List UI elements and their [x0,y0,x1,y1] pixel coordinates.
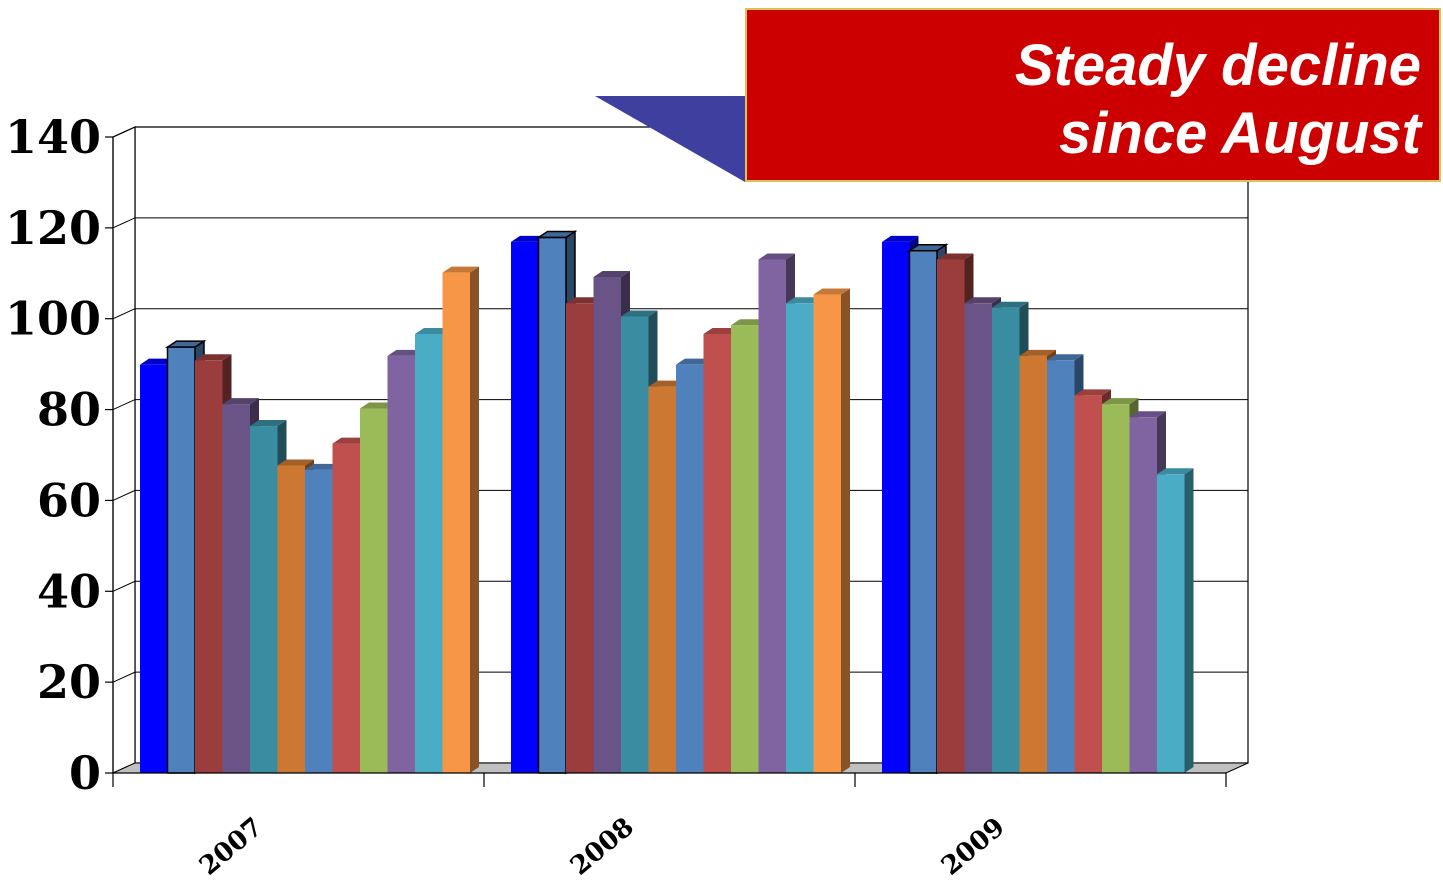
gridline [112,308,1248,320]
callout-line-1: Steady decline [1014,33,1421,98]
bar-front [1074,395,1102,773]
bar-front [442,272,470,773]
bar-top [1047,354,1084,361]
gridline [112,217,1248,229]
bar-top [593,271,630,278]
bar-front [992,307,1020,773]
y-tick-label: 20 [37,655,101,709]
bar-front [332,443,360,773]
bar-front [195,360,223,773]
bar-top [1102,398,1139,405]
y-tick-label: 140 [5,110,101,164]
callout-line-2: since August [1058,101,1421,166]
bar-top [676,358,713,365]
y-tick-label: 60 [37,473,101,527]
bar-front [964,303,992,773]
bar-front [415,333,443,773]
bar-top [277,459,314,466]
x-tick-label: 2008 [565,812,640,882]
bar-front [140,364,168,773]
bar-side [841,288,850,773]
bar-top [332,437,369,444]
bar-front [676,364,704,773]
gridline [112,671,1248,683]
chart-gridlines [112,126,1248,683]
bar-front [648,386,676,773]
y-tick-label: 40 [37,564,101,618]
bar-top [1157,468,1194,475]
bar-front [360,408,388,773]
bar-top [387,349,424,356]
bar-top [786,297,823,304]
bar-top [648,380,685,387]
bar-front [1102,404,1130,773]
bar-top [566,297,603,304]
bar [442,266,479,773]
bar-top [1074,389,1111,396]
bar-front [937,259,965,774]
bar-top [621,310,658,317]
bar-front [511,241,539,774]
gridline [112,399,1248,411]
bar-top [703,327,740,334]
bar-front [305,469,333,773]
bar-top [731,319,768,326]
bar-front [908,249,938,774]
bar-top [250,420,287,427]
bar-front [593,277,621,773]
bar-front [250,426,278,773]
y-axis-ticks: 0 20 40 60 80 100 120 140 [5,110,101,800]
bar-top [222,398,259,405]
bar [1157,468,1194,773]
bar [813,288,850,773]
bar-front [758,259,786,774]
bar-front [703,333,731,773]
bar-front [566,303,594,773]
bar-front [166,346,196,774]
bar-front [731,325,759,773]
y-tick-label: 100 [5,292,101,346]
bar-top [758,253,795,260]
callout-box: Steady decline since August [745,8,1441,182]
gridline [112,580,1248,592]
bar-top [964,297,1001,304]
y-tick-label: 120 [5,201,101,255]
bar-front [222,404,250,773]
x-tick-label: 2007 [194,812,269,882]
bar-top [813,288,850,295]
bar-front [1047,360,1075,773]
bar-top [195,354,232,361]
bar-top [937,253,974,260]
bar-top [992,301,1029,308]
bar-front [882,241,910,774]
y-tick-label: 0 [69,746,101,800]
bar-top [1019,349,1056,356]
callout-text: Steady decline since August [1015,32,1421,168]
x-tick-label: 2009 [936,812,1011,882]
bar-side [1184,468,1194,773]
bar-front [813,294,841,773]
gridline [112,489,1248,501]
bar-front [537,236,567,774]
bar-front [621,316,649,773]
bar-top [442,266,479,273]
y-tick-label: 80 [37,383,101,437]
bar-top [305,463,342,470]
bar-front [387,355,415,773]
bar-top [360,402,397,409]
bar-side [470,266,479,773]
chart-bars [140,230,1194,775]
bar-front [786,303,814,773]
bar-front [1129,417,1157,773]
side-wall [112,126,136,774]
bar-front [277,465,305,773]
bar-top [415,327,452,334]
chart-axes [105,136,1227,787]
x-axis-ticks: 2007 2008 2009 [194,812,1011,882]
bar-top [1129,411,1166,418]
bar-front [1157,474,1185,773]
bar-front [1019,355,1047,773]
bar-top [882,235,919,242]
